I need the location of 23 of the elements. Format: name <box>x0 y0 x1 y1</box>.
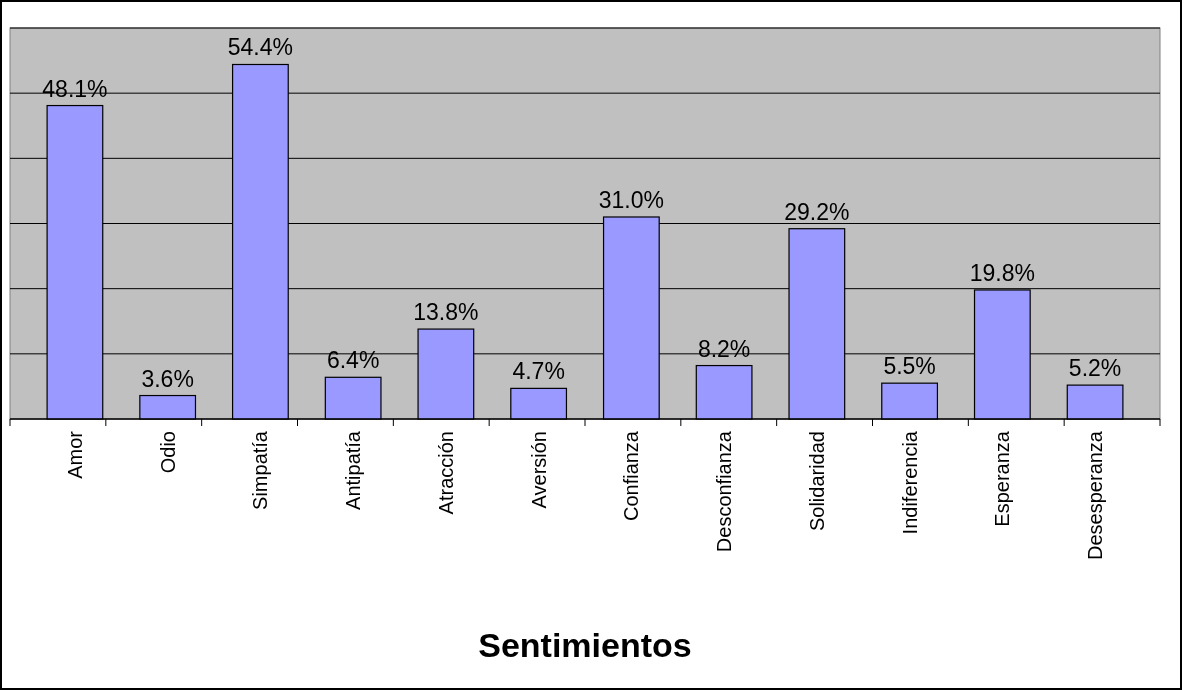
x-tick-label: Desconfianza <box>713 430 736 553</box>
x-tick-label: Amor <box>63 430 86 479</box>
x-tick-label: Solidaridad <box>805 431 828 532</box>
x-tick-label: Aversión <box>527 431 550 509</box>
x-tick-label: Esperanza <box>991 430 1014 527</box>
data-label: 6.4% <box>326 347 380 374</box>
x-tick-label: Desesperanza <box>1084 430 1107 560</box>
x-tick-label: Antipatía <box>342 430 365 510</box>
x-axis-title: Sentimientos <box>478 626 692 664</box>
x-tick-label: Simpatía <box>249 430 272 510</box>
data-label: 5.2% <box>1068 355 1122 382</box>
data-label: 13.8% <box>413 299 479 326</box>
data-label: 5.5% <box>883 353 936 380</box>
data-label: 31.0% <box>598 186 664 213</box>
x-tick-label: Confianza <box>620 430 643 522</box>
x-tick-label: Atracción <box>434 431 457 515</box>
data-label: 3.6% <box>141 365 194 392</box>
data-label: 54.4% <box>227 34 294 61</box>
x-tick-label: Odio <box>156 431 179 474</box>
x-tick-label: Indiferencia <box>898 430 921 535</box>
data-label: 19.8% <box>969 259 1035 286</box>
data-label: 29.2% <box>784 198 850 225</box>
data-label: 4.7% <box>512 358 565 385</box>
